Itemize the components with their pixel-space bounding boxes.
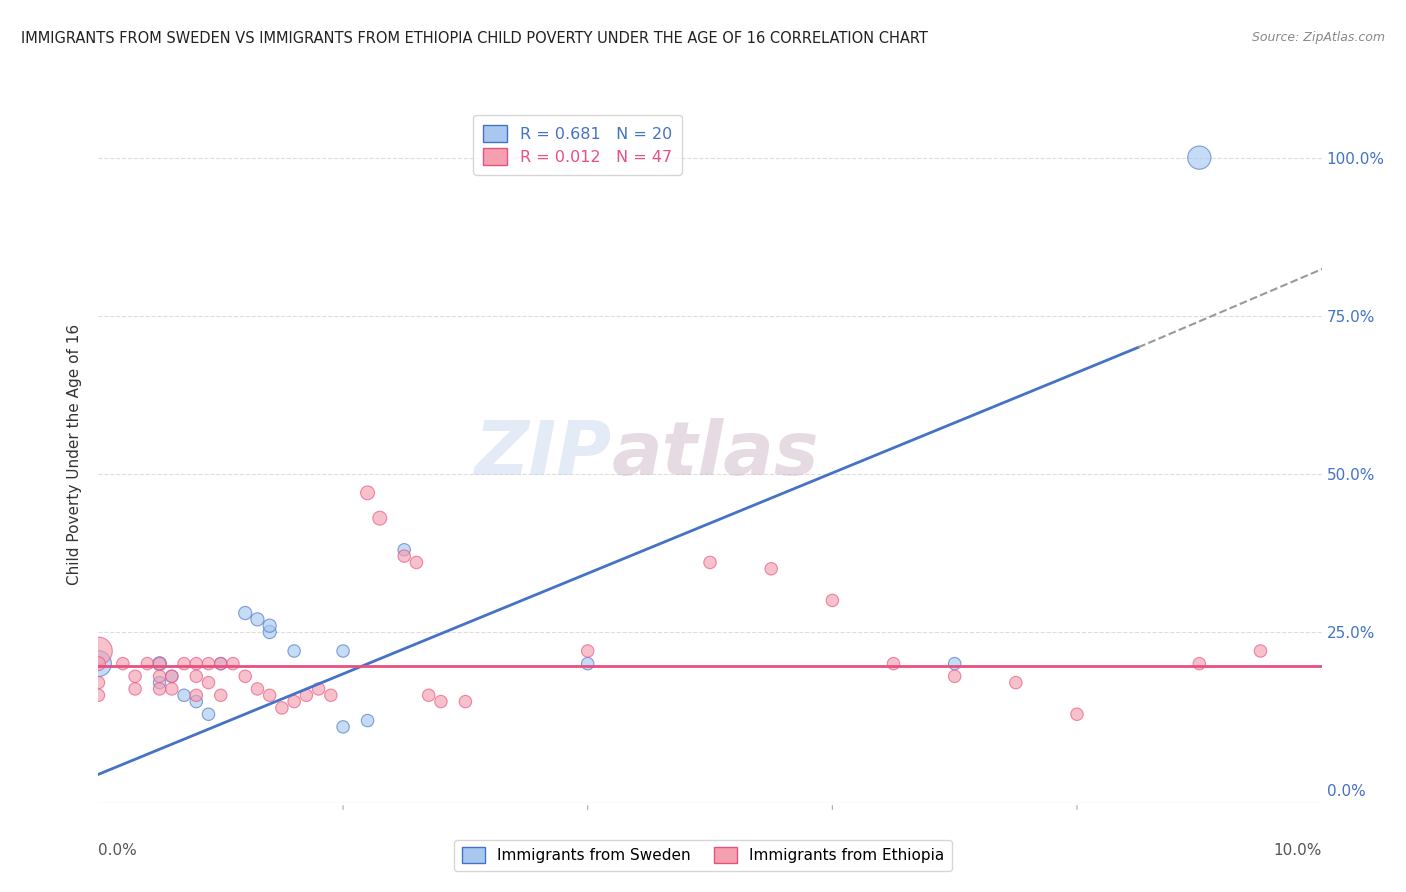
Point bbox=[87, 675, 110, 690]
Point bbox=[149, 657, 172, 671]
Point bbox=[699, 556, 721, 570]
Point bbox=[173, 657, 195, 671]
Point bbox=[233, 606, 256, 620]
Point bbox=[759, 562, 782, 576]
Point bbox=[392, 549, 416, 563]
Point bbox=[186, 688, 208, 702]
Point bbox=[405, 556, 427, 570]
Point bbox=[332, 644, 354, 658]
Text: ZIP: ZIP bbox=[475, 418, 612, 491]
Point bbox=[319, 688, 342, 702]
Point bbox=[392, 542, 416, 557]
Point bbox=[222, 657, 245, 671]
Y-axis label: Child Poverty Under the Age of 16: Child Poverty Under the Age of 16 bbox=[67, 325, 83, 585]
Text: Source: ZipAtlas.com: Source: ZipAtlas.com bbox=[1251, 31, 1385, 45]
Text: 10.0%: 10.0% bbox=[1274, 843, 1322, 858]
Text: IMMIGRANTS FROM SWEDEN VS IMMIGRANTS FROM ETHIOPIA CHILD POVERTY UNDER THE AGE O: IMMIGRANTS FROM SWEDEN VS IMMIGRANTS FRO… bbox=[21, 31, 928, 46]
Point bbox=[87, 688, 110, 702]
Point bbox=[209, 688, 232, 702]
Point bbox=[418, 688, 440, 702]
Point bbox=[368, 511, 391, 525]
Text: atlas: atlas bbox=[612, 418, 820, 491]
Point bbox=[1249, 644, 1271, 658]
Point bbox=[209, 657, 232, 671]
Point bbox=[1004, 675, 1026, 690]
Point bbox=[1066, 707, 1088, 722]
Point bbox=[160, 669, 183, 683]
Legend: R = 0.681   N = 20, R = 0.012   N = 47: R = 0.681 N = 20, R = 0.012 N = 47 bbox=[474, 115, 682, 175]
Point bbox=[295, 688, 318, 702]
Point bbox=[124, 669, 146, 683]
Point bbox=[270, 701, 292, 715]
Point bbox=[283, 695, 305, 709]
Point bbox=[356, 714, 378, 728]
Point bbox=[173, 688, 195, 702]
Point bbox=[209, 657, 232, 671]
Point bbox=[246, 681, 269, 696]
Point bbox=[1188, 657, 1211, 671]
Point bbox=[136, 657, 159, 671]
Point bbox=[332, 720, 354, 734]
Point bbox=[308, 681, 330, 696]
Point bbox=[87, 657, 110, 671]
Point bbox=[149, 681, 172, 696]
Point bbox=[454, 695, 477, 709]
Text: 0.0%: 0.0% bbox=[98, 843, 138, 858]
Point bbox=[233, 669, 256, 683]
Point bbox=[430, 695, 453, 709]
Point bbox=[576, 644, 599, 658]
Point bbox=[943, 669, 966, 683]
Point bbox=[87, 644, 110, 658]
Point bbox=[246, 612, 269, 626]
Point bbox=[259, 625, 281, 640]
Point bbox=[1188, 151, 1211, 165]
Point bbox=[197, 675, 219, 690]
Point bbox=[149, 669, 172, 683]
Point bbox=[186, 695, 208, 709]
Point bbox=[821, 593, 844, 607]
Point bbox=[576, 657, 599, 671]
Point bbox=[149, 657, 172, 671]
Point bbox=[283, 644, 305, 658]
Point bbox=[160, 669, 183, 683]
Point bbox=[87, 657, 110, 671]
Point bbox=[124, 681, 146, 696]
Point bbox=[160, 681, 183, 696]
Point bbox=[883, 657, 905, 671]
Legend: Immigrants from Sweden, Immigrants from Ethiopia: Immigrants from Sweden, Immigrants from … bbox=[454, 839, 952, 871]
Point bbox=[111, 657, 134, 671]
Point bbox=[197, 707, 219, 722]
Point bbox=[186, 669, 208, 683]
Point bbox=[259, 688, 281, 702]
Point bbox=[197, 657, 219, 671]
Point bbox=[943, 657, 966, 671]
Point bbox=[259, 618, 281, 632]
Point bbox=[186, 657, 208, 671]
Point bbox=[356, 486, 378, 500]
Point bbox=[149, 675, 172, 690]
